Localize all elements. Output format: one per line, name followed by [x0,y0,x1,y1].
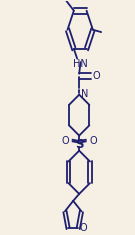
Text: O: O [92,70,100,81]
Text: HN: HN [73,59,88,69]
Text: O: O [89,136,97,146]
Text: O: O [62,136,69,146]
Text: N: N [80,89,88,99]
Text: O: O [79,223,87,233]
Text: S: S [75,138,83,151]
